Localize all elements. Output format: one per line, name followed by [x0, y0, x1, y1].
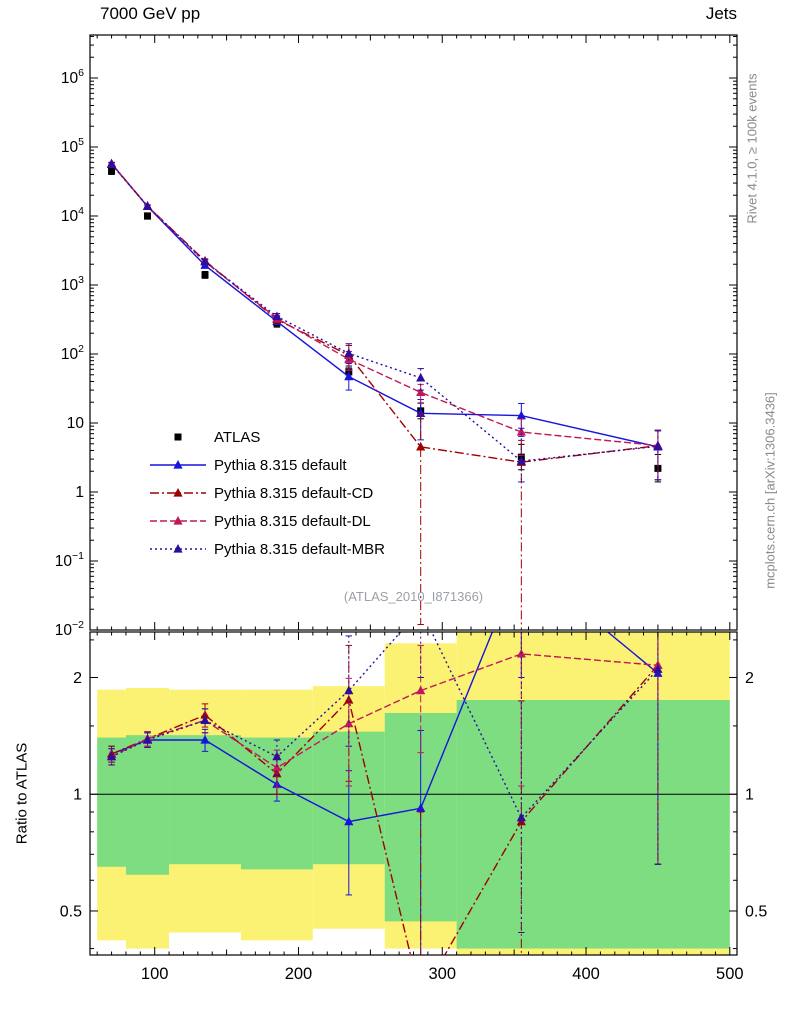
ratio-tick-label-left: 0.5	[60, 903, 82, 920]
legend-item-pythia-default-cd: Pythia 8.315 default-CD	[150, 485, 373, 502]
x-tick-label: 100	[141, 965, 169, 983]
ratio-tick-label-left: 1	[73, 787, 82, 804]
series-pythia-default-dl-main	[106, 159, 663, 481]
legend-label: Pythia 8.315 default-CD	[214, 485, 373, 502]
y-tick-label: 10	[67, 415, 85, 432]
y-tick-label: 105	[61, 136, 84, 156]
x-tick-label: 200	[285, 965, 313, 983]
y-tick-label: 10−1	[55, 550, 84, 570]
legend-item-atlas: ATLAS	[174, 429, 260, 446]
y-tick-label: 102	[61, 343, 84, 363]
legend-label: ATLAS	[214, 429, 260, 446]
y-tick-label: 1	[75, 484, 84, 501]
y-tick-label: 103	[61, 274, 84, 294]
series-pythia-default-mbr-ratio	[106, 632, 663, 934]
series-pythia-default-mbr-main	[106, 159, 663, 483]
legend-label: Pythia 8.315 default-DL	[214, 513, 371, 530]
legend-label: Pythia 8.315 default-MBR	[214, 541, 385, 558]
rivet-version-label: Rivet 4.1.0, ≥ 100k events	[744, 73, 760, 224]
legend-label: Pythia 8.315 default	[214, 457, 347, 474]
ratio-tick-label-right: 1	[745, 787, 754, 804]
x-tick-label: 300	[428, 965, 456, 983]
ratio-axis-title: Ratio to ATLAS	[13, 742, 31, 845]
ratio-tick-label-left: 2	[73, 670, 82, 687]
x-tick-label: 400	[572, 965, 600, 983]
series-pythia-default-main	[106, 158, 663, 481]
legend-item-pythia-default: Pythia 8.315 default	[150, 457, 347, 474]
ratio-tick-label-right: 0.5	[745, 903, 767, 920]
analysis-group-title: Jets	[705, 4, 737, 23]
x-tick-label: 500	[716, 965, 744, 983]
y-tick-label: 10−2	[55, 619, 84, 639]
beam-energy-title: 7000 GeV pp	[100, 4, 201, 23]
ratio-tick-label-right: 2	[745, 670, 754, 687]
mcplots-arxiv-label: mcplots.cern.ch [arXiv:1306.3436]	[762, 392, 778, 589]
panel-frame	[89, 34, 738, 631]
data-uncertainty-bands	[90, 632, 737, 955]
y-tick-label: 106	[61, 67, 84, 87]
y-tick-label: 104	[61, 205, 84, 225]
series-atlas-main	[108, 166, 662, 483]
legend-item-pythia-default-dl: Pythia 8.315 default-DL	[150, 513, 371, 530]
legend-item-pythia-default-mbr: Pythia 8.315 default-MBR	[150, 541, 385, 558]
analysis-id-watermark: (ATLAS_2010_I871366)	[343, 589, 484, 604]
